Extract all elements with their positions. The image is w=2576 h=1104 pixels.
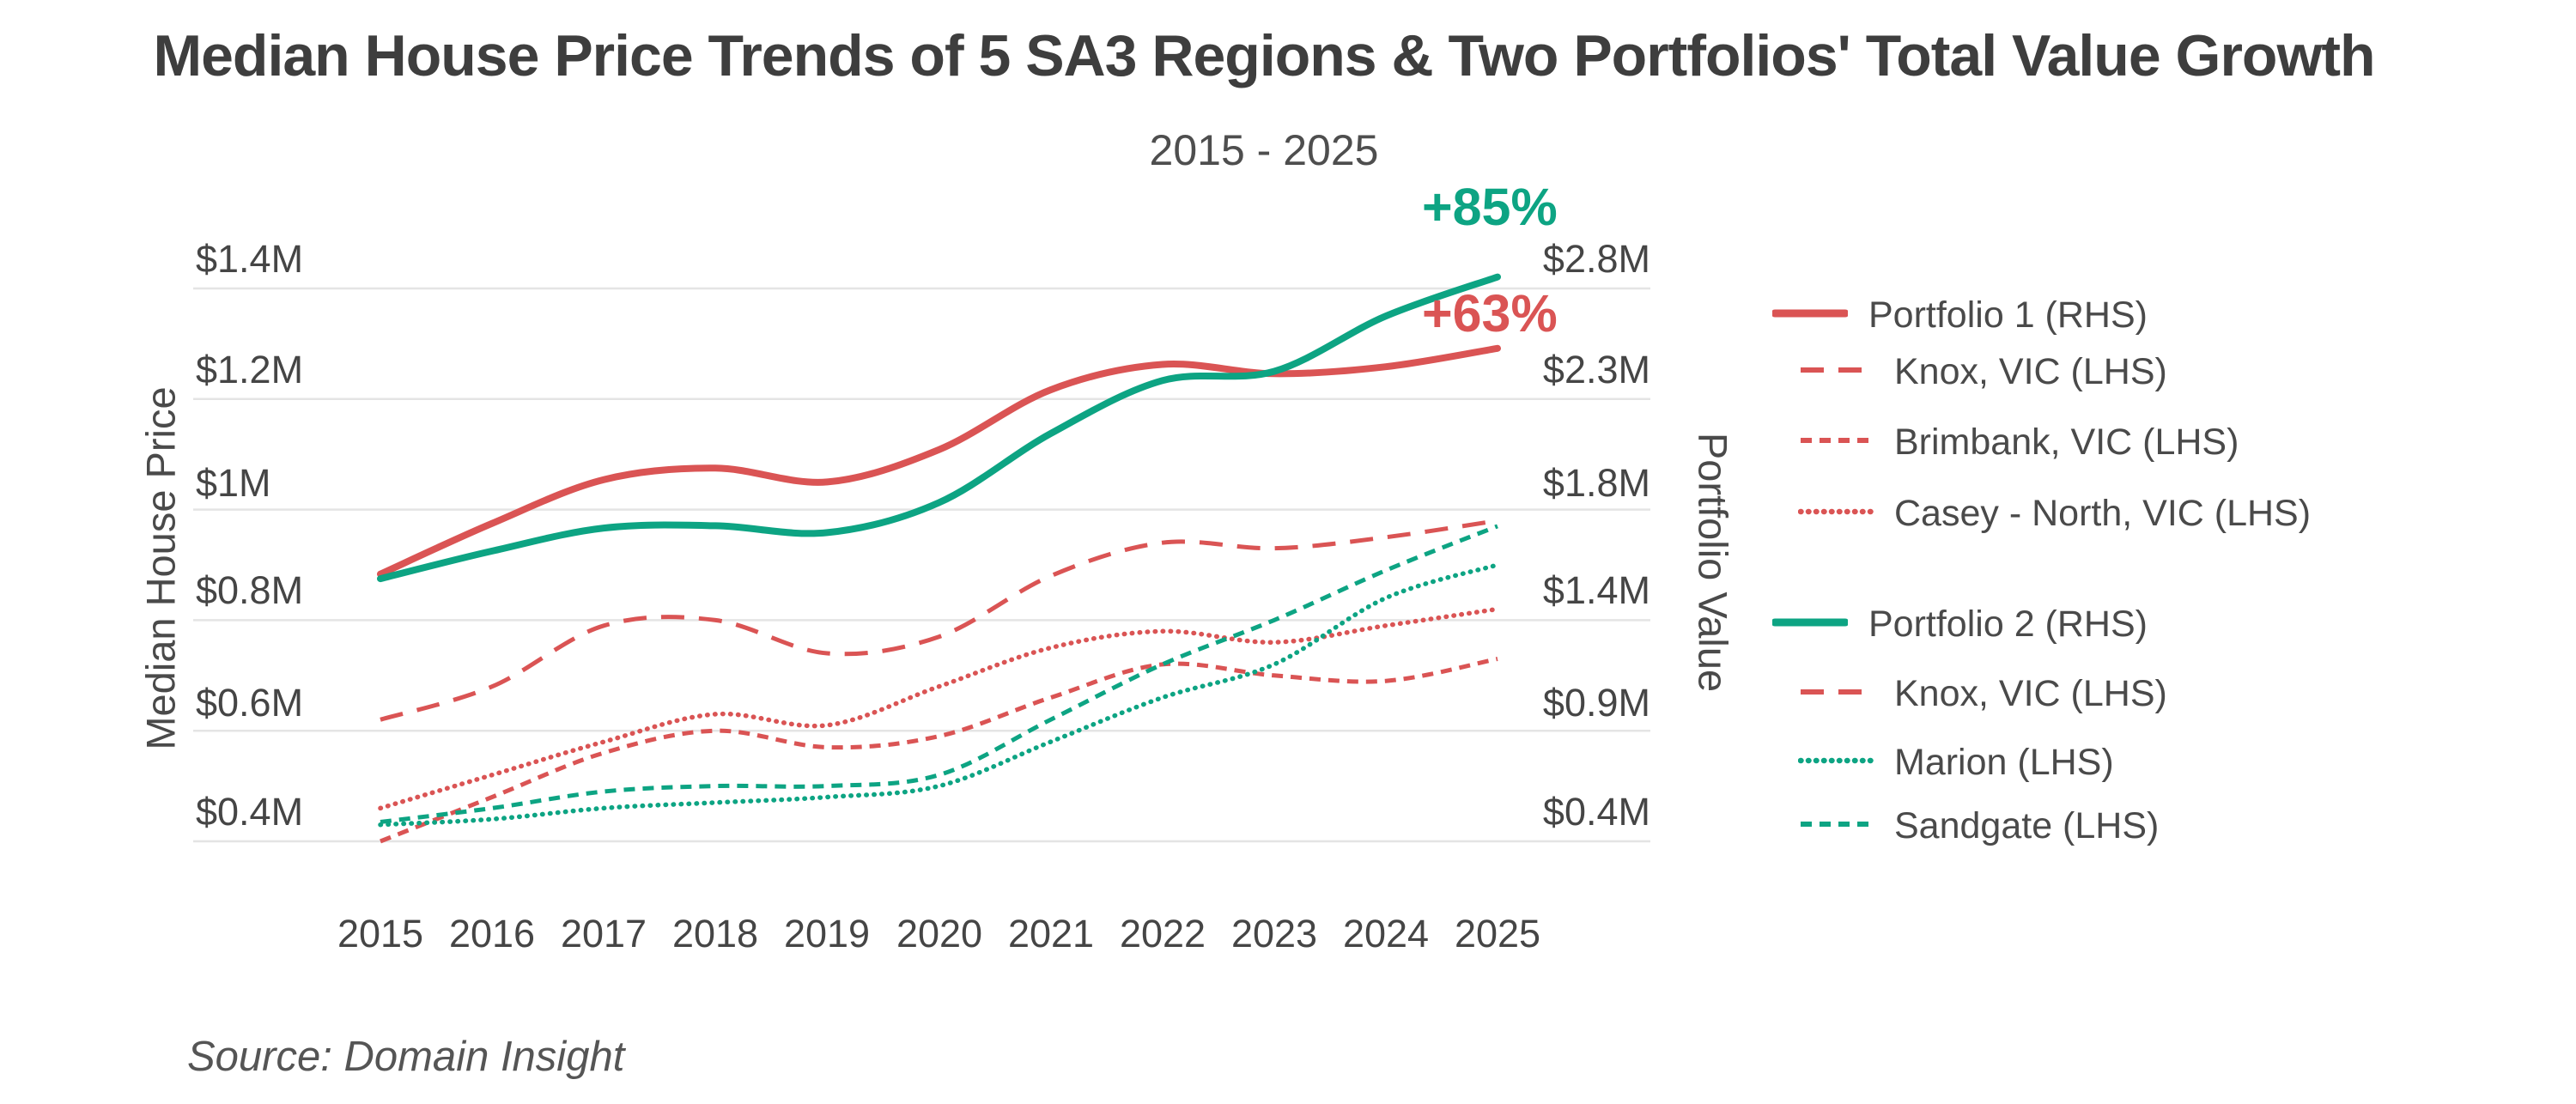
legend-item-casey-north: Casey - North, VIC (LHS) bbox=[1797, 489, 2312, 537]
series-line-knox bbox=[380, 519, 1498, 722]
right-tick-1.8m: $1.8M bbox=[1542, 461, 1650, 505]
growth-annotation-portfolio1: +63% bbox=[1422, 284, 1558, 343]
x-tick-2020: 2020 bbox=[896, 912, 983, 955]
growth-annotation-portfolio2: +85% bbox=[1422, 178, 1558, 236]
chart-subtitle: 2015 - 2025 bbox=[1149, 126, 1379, 174]
x-tick-2017: 2017 bbox=[560, 912, 647, 955]
legend-label: Casey - North, VIC (LHS) bbox=[1894, 492, 2312, 534]
left-tick-0.6m: $0.6M bbox=[196, 681, 304, 725]
legend-item-brimbank: Brimbank, VIC (LHS) bbox=[1798, 418, 2239, 466]
legend-label: Knox, VIC (LHS) bbox=[1894, 672, 2167, 714]
left-tick-0.8m: $0.8M bbox=[196, 568, 304, 612]
legend-label: Portfolio 2 (RHS) bbox=[1868, 603, 2148, 645]
x-tick-2018: 2018 bbox=[671, 912, 759, 955]
legend-swatch-solid-green bbox=[1771, 616, 1850, 633]
series-line-marion bbox=[378, 562, 1500, 828]
legend-item-marion: Marion (LHS) bbox=[1797, 738, 2114, 786]
chart-title: Median House Price Trends of 5 SA3 Regio… bbox=[153, 23, 2375, 88]
right-tick-0.9m: $0.9M bbox=[1542, 681, 1650, 725]
left-tick-1m: $1M bbox=[196, 461, 271, 505]
x-tick-2019: 2019 bbox=[783, 912, 871, 955]
left-tick-1.2m: $1.2M bbox=[196, 348, 304, 391]
x-tick-2015: 2015 bbox=[337, 912, 424, 955]
x-tick-2016: 2016 bbox=[448, 912, 536, 955]
source-note: Source: Domain Insight bbox=[187, 1034, 625, 1080]
legend-swatch-dotted-green bbox=[1797, 755, 1874, 771]
series-line-casey bbox=[378, 606, 1500, 811]
left-axis-title: Median House Price bbox=[137, 386, 184, 750]
legend-swatch-shortdash-red bbox=[1798, 434, 1874, 451]
x-tick-2024: 2024 bbox=[1342, 912, 1430, 955]
legend-item-portfolio2: Portfolio 2 (RHS) bbox=[1771, 600, 2148, 648]
series-line-portfolio2 bbox=[377, 273, 1501, 583]
legend-label: Portfolio 1 (RHS) bbox=[1868, 294, 2148, 336]
legend-item-sandgate: Sandgate (LHS) bbox=[1798, 802, 2159, 850]
x-tick-2023: 2023 bbox=[1230, 912, 1318, 955]
legend-swatch-shortdash-green bbox=[1798, 818, 1874, 834]
legend-label: Knox, VIC (LHS) bbox=[1894, 350, 2167, 392]
legend-swatch-longdash-red bbox=[1798, 364, 1874, 380]
legend-swatch-dotted-red bbox=[1797, 506, 1874, 522]
right-tick-2.3m: $2.3M bbox=[1542, 348, 1650, 391]
legend-swatch-solid-red bbox=[1771, 307, 1850, 324]
legend-item-knox-p2: Knox, VIC (LHS) bbox=[1798, 670, 2167, 718]
left-tick-1.4m: $1.4M bbox=[196, 237, 304, 281]
right-axis-title: Portfolio Value bbox=[1690, 432, 1736, 693]
right-tick-0.4m: $0.4M bbox=[1542, 790, 1650, 834]
right-tick-1.4m: $1.4M bbox=[1542, 568, 1650, 612]
series-line-portfolio1 bbox=[377, 344, 1501, 578]
right-tick-2.8m: $2.8M bbox=[1542, 237, 1650, 281]
legend-label: Sandgate (LHS) bbox=[1894, 804, 2160, 846]
x-tick-2022: 2022 bbox=[1119, 912, 1206, 955]
legend-label: Brimbank, VIC (LHS) bbox=[1894, 421, 2239, 463]
series-line-sandgate bbox=[380, 524, 1498, 824]
x-tick-2025: 2025 bbox=[1454, 912, 1541, 955]
left-tick-0.4m: $0.4M bbox=[196, 790, 304, 834]
legend-swatch-longdash-red-2 bbox=[1798, 686, 1874, 702]
x-tick-2021: 2021 bbox=[1007, 912, 1095, 955]
legend-item-portfolio1: Portfolio 1 (RHS) bbox=[1771, 291, 2148, 339]
legend-label: Marion (LHS) bbox=[1894, 741, 2114, 783]
legend-item-knox-p1: Knox, VIC (LHS) bbox=[1798, 348, 2167, 396]
